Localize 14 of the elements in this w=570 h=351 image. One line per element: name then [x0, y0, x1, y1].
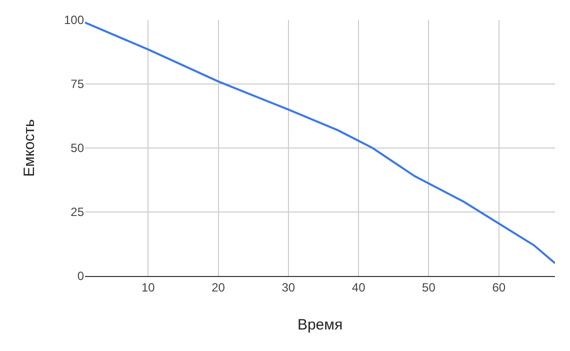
x-tick-label: 20 — [212, 280, 226, 294]
y-tick-label: 0 — [77, 269, 84, 284]
x-tick-label: 10 — [141, 280, 156, 294]
y-tick-label: 50 — [70, 141, 84, 156]
y-tick-label: 75 — [70, 77, 84, 92]
x-tick-label: 30 — [282, 280, 296, 294]
line-series — [85, 22, 555, 264]
y-tick-label: 100 — [64, 13, 84, 28]
x-tick-label: 50 — [422, 280, 436, 294]
y-tick-label: 25 — [70, 205, 84, 220]
x-tick-label: 60 — [492, 280, 506, 294]
x-tick-label: 40 — [352, 280, 366, 294]
y-axis-title: Емкость — [21, 119, 38, 177]
x-axis-title: Время — [297, 316, 343, 334]
